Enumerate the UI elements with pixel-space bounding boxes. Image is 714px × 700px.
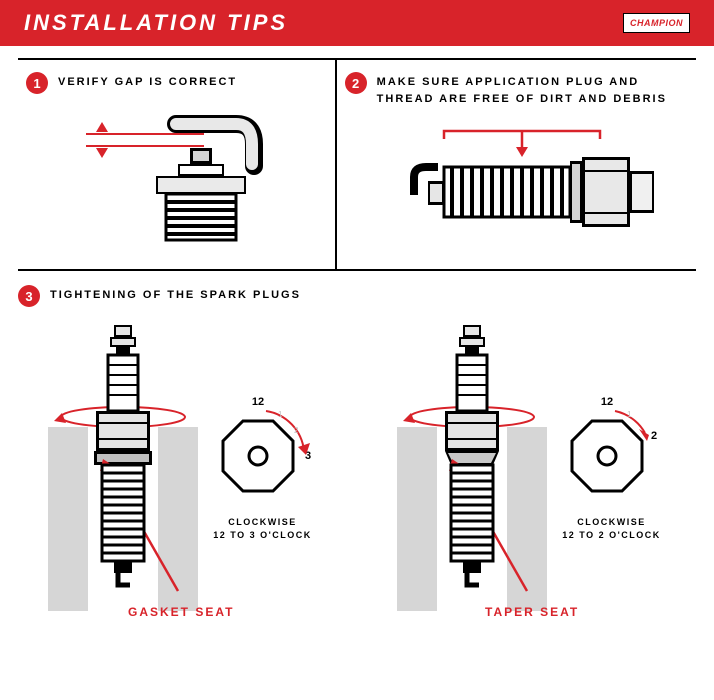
step-3-badge: 3	[18, 285, 40, 307]
tightening-diagram: 12 3 1 2 CLOCKWISE 12 TO 3 O'CLOCK	[18, 321, 696, 611]
champion-logo: CHAMPION	[623, 13, 690, 33]
svg-text:2: 2	[294, 426, 299, 435]
svg-text:2: 2	[651, 430, 657, 442]
step-1-title: VERIFY GAP IS CORRECT	[58, 74, 237, 91]
gasket-clock: 12 3 1 2 CLOCKWISE 12 TO 3 O'CLOCK	[208, 391, 318, 541]
step-3-head: 3 TIGHTENING OF THE SPARK PLUGS	[18, 285, 696, 307]
svg-text:1: 1	[278, 410, 283, 419]
gasket-range: 12 TO 3 O'CLOCK	[208, 529, 318, 542]
step-1-badge: 1	[26, 72, 48, 94]
clock-12-label: 12	[251, 396, 263, 408]
step-2-cell: 2 MAKE SURE APPLICATION PLUG AND THREAD …	[337, 60, 696, 269]
thread-diagram	[345, 121, 688, 251]
page-title: INSTALLATION TIPS	[24, 10, 288, 36]
gap-diagram	[26, 108, 327, 248]
svg-text:1: 1	[627, 410, 632, 419]
step-3-cell: 3 TIGHTENING OF THE SPARK PLUGS	[0, 271, 714, 625]
step-3-title: TIGHTENING OF THE SPARK PLUGS	[50, 287, 301, 304]
step-2-head: 2 MAKE SURE APPLICATION PLUG AND THREAD …	[345, 72, 688, 107]
taper-clock: 12 2 1 CLOCKWISE 12 TO 2 O'CLOCK	[557, 391, 667, 541]
taper-plug-icon	[397, 321, 547, 611]
step-2-badge: 2	[345, 72, 367, 94]
taper-clock-labels: CLOCKWISE 12 TO 2 O'CLOCK	[557, 516, 667, 541]
gasket-seat-label: GASKET SEAT	[128, 605, 234, 619]
step-1-cell: 1 VERIFY GAP IS CORRECT	[18, 60, 337, 269]
taper-seat-label: TAPER SEAT	[485, 605, 579, 619]
taper-dir: CLOCKWISE	[557, 516, 667, 529]
steps-row-1: 1 VERIFY GAP IS CORRECT	[18, 60, 696, 269]
gasket-plug-icon	[48, 321, 198, 611]
gasket-dir: CLOCKWISE	[208, 516, 318, 529]
step-2-title: MAKE SURE APPLICATION PLUG AND THREAD AR…	[377, 74, 688, 107]
svg-text:12: 12	[600, 396, 612, 408]
gasket-seat-col: 12 3 1 2 CLOCKWISE 12 TO 3 O'CLOCK	[18, 321, 347, 611]
header-bar: INSTALLATION TIPS CHAMPION	[0, 0, 714, 46]
gasket-clock-labels: CLOCKWISE 12 TO 3 O'CLOCK	[208, 516, 318, 541]
taper-range: 12 TO 2 O'CLOCK	[557, 529, 667, 542]
step-1-head: 1 VERIFY GAP IS CORRECT	[26, 72, 327, 94]
taper-seat-col: 12 2 1 CLOCKWISE 12 TO 2 O'CLOCK TAPER S…	[367, 321, 696, 611]
